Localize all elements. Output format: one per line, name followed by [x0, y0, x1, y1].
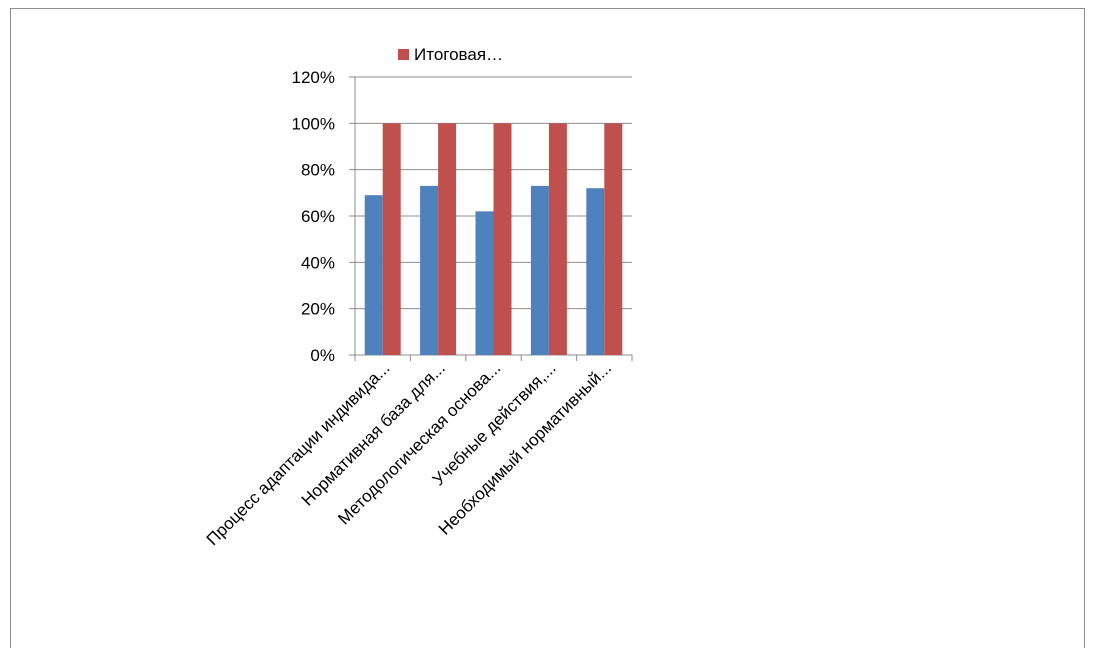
- bar: [530, 185, 549, 355]
- bar: [586, 188, 605, 355]
- y-tick-label: 100%: [292, 114, 335, 133]
- y-tick-label: 0%: [310, 346, 335, 365]
- legend-swatch: [398, 49, 409, 60]
- bar: [475, 211, 494, 355]
- y-tick-label: 20%: [301, 300, 335, 319]
- axes: [349, 76, 633, 361]
- bar: [493, 123, 512, 355]
- bar: [604, 123, 623, 355]
- y-tick-label: 40%: [301, 253, 335, 272]
- y-tick-label: 80%: [301, 161, 335, 180]
- legend: Итоговая…: [398, 45, 503, 64]
- y-tick-label: 120%: [292, 68, 335, 87]
- x-tick-labels: Процесс адаптации индивида...Нормативная…: [203, 358, 615, 549]
- bar: [548, 123, 567, 355]
- legend-label: Итоговая…: [414, 45, 503, 64]
- bar: [382, 123, 401, 355]
- y-tick-label: 60%: [301, 207, 335, 226]
- bars: [364, 123, 623, 355]
- bar: [364, 195, 383, 355]
- y-tick-labels: 0% 20% 40% 60% 80% 100% 120%: [292, 68, 335, 365]
- bar: [438, 123, 457, 355]
- bar: [420, 185, 439, 355]
